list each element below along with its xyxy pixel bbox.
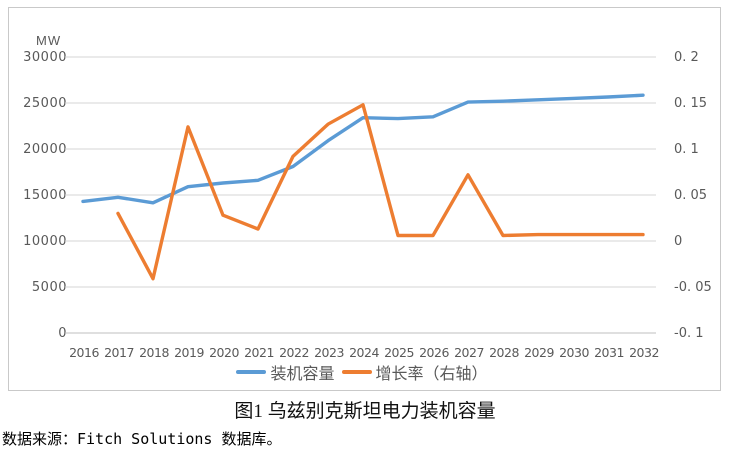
right-axis-tick-label: -0. 1	[674, 326, 704, 341]
legend-label-capacity: 装机容量	[270, 366, 335, 383]
x-axis-tick-label: 2032	[629, 345, 659, 360]
left-axis-tick-label: 15000	[23, 188, 67, 203]
left-axis-tick-label: 10000	[23, 234, 67, 249]
legend-swatch-capacity-line	[236, 370, 267, 374]
left-axis-tick-label: 5000	[31, 280, 67, 295]
x-axis-tick-label: 2028	[489, 345, 519, 360]
x-axis-tick-label: 2030	[559, 345, 589, 360]
left-axis-tick-label: 0	[58, 326, 67, 341]
chart-legend: 装机容量 增长率（右轴）	[9, 362, 722, 383]
legend-label-growth: 增长率（右轴）	[375, 366, 488, 383]
left-axis-tick-label: 25000	[23, 96, 67, 111]
x-axis-tick-label: 2025	[384, 345, 414, 360]
legend-swatch-growth-line	[341, 370, 372, 374]
x-axis-tick-label: 2023	[314, 345, 344, 360]
x-axis-tick-label: 2024	[349, 345, 379, 360]
x-axis-tick-label: 2027	[454, 345, 484, 360]
figure-caption: 图1 乌兹别克斯坦电力装机容量	[234, 401, 496, 422]
x-axis-tick-label: 2020	[209, 345, 239, 360]
x-axis-tick-label: 2019	[174, 345, 204, 360]
x-axis-tick-label: 2022	[279, 345, 309, 360]
right-axis-tick-label: 0	[674, 234, 683, 249]
right-axis-tick-label: 0. 2	[674, 50, 699, 65]
left-axis-unit-label: MW	[36, 33, 62, 48]
right-axis-tick-label: 0. 05	[674, 188, 708, 203]
x-axis-tick-label: 2031	[594, 345, 624, 360]
x-axis-tick-label: 2026	[419, 345, 449, 360]
right-axis-tick-label: 0. 1	[674, 142, 699, 157]
left-axis-tick-label: 30000	[23, 50, 67, 65]
x-axis-tick-label: 2021	[244, 345, 274, 360]
right-axis-tick-label: -0. 05	[674, 280, 712, 295]
x-axis-tick-label: 2018	[139, 345, 169, 360]
right-axis-tick-label: 0. 15	[674, 96, 708, 111]
source-note: 数据来源：Fitch Solutions 数据库。	[2, 430, 282, 448]
chart-area: MW 30000 25000 20000 15000 10000 5000 0 0. 2 0.…	[8, 7, 721, 391]
x-axis-tick-label: 2029	[524, 345, 554, 360]
x-axis-tick-label: 2017	[104, 345, 134, 360]
x-axis-tick-label: 2016	[69, 345, 99, 360]
left-axis-tick-label: 20000	[23, 142, 67, 157]
